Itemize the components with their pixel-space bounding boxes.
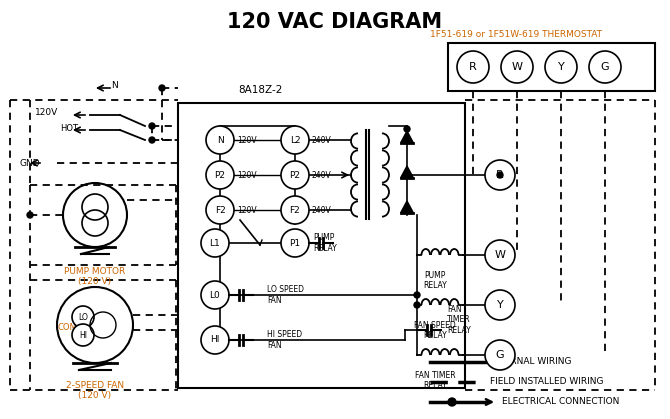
Text: PUMP
RELAY: PUMP RELAY [313,233,337,253]
Text: R: R [469,62,477,72]
Text: LO: LO [78,313,88,321]
Circle shape [485,240,515,270]
Text: L0: L0 [210,290,220,300]
Polygon shape [401,201,413,213]
Circle shape [485,290,515,320]
Text: LO SPEED
FAN: LO SPEED FAN [267,285,304,305]
Text: L2: L2 [289,135,300,145]
Circle shape [501,51,533,83]
Text: INTERNAL WIRING: INTERNAL WIRING [490,357,572,367]
Text: N: N [112,80,119,90]
Text: R: R [496,170,504,180]
Text: 1F51-619 or 1F51W-619 THERMOSTAT: 1F51-619 or 1F51W-619 THERMOSTAT [430,30,602,39]
Circle shape [201,281,229,309]
Text: 120 VAC DIAGRAM: 120 VAC DIAGRAM [227,12,443,32]
Circle shape [159,85,165,91]
Circle shape [485,340,515,370]
Circle shape [457,51,489,83]
Text: HI: HI [79,331,87,339]
Text: FAN TIMER
RELAY: FAN TIMER RELAY [415,371,456,391]
Text: F2: F2 [289,205,300,215]
Text: ELECTRICAL CONNECTION: ELECTRICAL CONNECTION [502,398,619,406]
Text: G: G [496,350,505,360]
Circle shape [545,51,577,83]
Circle shape [149,137,155,143]
Text: COM: COM [57,323,77,331]
Text: 8A18Z-2: 8A18Z-2 [238,85,282,95]
Bar [178,103,465,388]
Circle shape [206,161,234,189]
Text: Y: Y [496,300,503,310]
Text: FAN SPEED
RELAY: FAN SPEED RELAY [414,321,456,340]
Circle shape [485,160,515,190]
Circle shape [27,212,33,218]
Text: 120V: 120V [237,135,257,145]
Circle shape [201,229,229,257]
Circle shape [414,302,420,308]
Text: 120V: 120V [35,108,58,116]
Text: N: N [216,135,223,145]
Circle shape [497,172,503,178]
Circle shape [281,196,309,224]
Text: 240V: 240V [312,135,332,145]
Text: FAN
TIMER
RELAY: FAN TIMER RELAY [447,305,471,335]
Text: 120V: 120V [237,171,257,179]
Text: FIELD INSTALLED WIRING: FIELD INSTALLED WIRING [490,378,604,386]
Text: P2: P2 [289,171,301,179]
Text: W: W [511,62,523,72]
Text: L1: L1 [210,238,220,248]
Bar [448,43,655,91]
Circle shape [206,196,234,224]
Text: 240V: 240V [312,171,332,179]
Text: HI SPEED
FAN: HI SPEED FAN [267,330,302,350]
Text: Y: Y [557,62,564,72]
Circle shape [281,229,309,257]
Circle shape [448,398,456,406]
Text: P2: P2 [214,171,226,179]
Circle shape [72,306,94,328]
Circle shape [72,324,94,346]
Circle shape [149,123,155,129]
Circle shape [281,161,309,189]
Text: 2-SPEED FAN
(120 V): 2-SPEED FAN (120 V) [66,381,124,401]
Text: W: W [494,250,505,260]
Circle shape [404,126,410,132]
Text: 240V: 240V [312,205,332,215]
Circle shape [414,292,420,298]
Text: P1: P1 [289,238,301,248]
Polygon shape [401,131,413,143]
Text: 120V: 120V [237,205,257,215]
Text: GND: GND [20,158,41,168]
Text: PUMP
RELAY: PUMP RELAY [423,271,447,290]
Text: F2: F2 [214,205,225,215]
Text: PUMP MOTOR
(120 V): PUMP MOTOR (120 V) [64,267,126,287]
Circle shape [281,126,309,154]
Circle shape [201,326,229,354]
Text: HI: HI [210,336,220,344]
Polygon shape [401,166,413,178]
Circle shape [206,126,234,154]
Text: G: G [601,62,609,72]
Circle shape [589,51,621,83]
Text: HOT: HOT [60,124,78,132]
